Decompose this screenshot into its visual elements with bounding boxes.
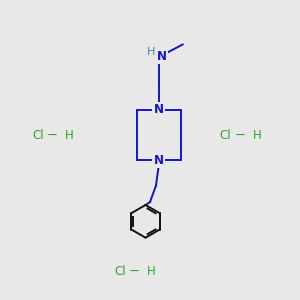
Text: −: − <box>129 266 140 278</box>
Text: Cl: Cl <box>114 266 126 278</box>
Text: H: H <box>65 129 74 142</box>
Text: −: − <box>47 129 58 142</box>
Text: H: H <box>253 129 261 142</box>
Text: H: H <box>147 266 156 278</box>
Text: Cl: Cl <box>220 129 232 142</box>
Text: N: N <box>157 50 167 63</box>
Text: N: N <box>154 103 164 116</box>
Text: −: − <box>234 129 245 142</box>
Text: N: N <box>154 154 164 167</box>
Text: H: H <box>147 47 156 57</box>
Text: Cl: Cl <box>33 129 44 142</box>
